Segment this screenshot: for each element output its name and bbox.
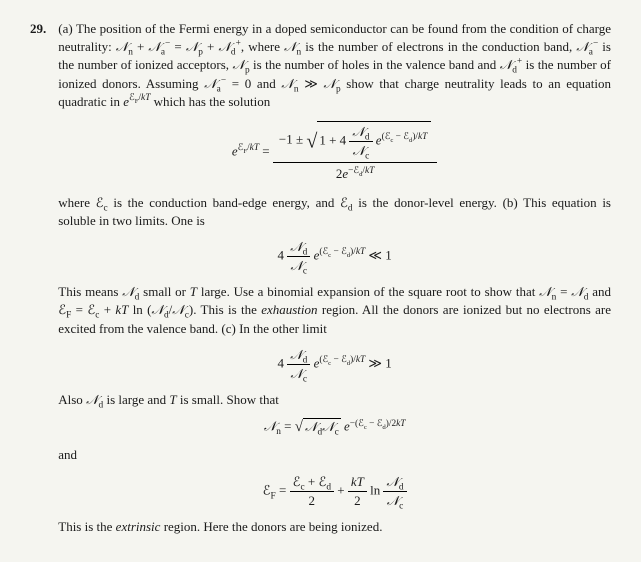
problem-number: 29. (30, 20, 46, 540)
part-b-text: This means 𝒩d small or T large. Use a bi… (58, 283, 611, 338)
eq5-frac1: ℰc + ℰd2 (290, 473, 334, 510)
eq1-lhs-base: e (232, 143, 238, 158)
eq2-tail: ≪ 1 (365, 248, 392, 263)
eq1-sqrt-exp: (ℰc − ℰd)/kT (382, 132, 428, 142)
eq1-sqrt: √1 + 4 𝒩d𝒩c e(ℰc − ℰd)/kT (306, 121, 431, 160)
eq3-exp: (ℰc − ℰd)/kT (319, 355, 365, 365)
part-a-text: (a) The position of the Fermi energy in … (58, 20, 611, 111)
part-c-text1: Also 𝒩d is large and T is small. Show th… (58, 391, 611, 409)
eq1-lhs-exp: ℰF/kT (238, 143, 259, 153)
problem-container: 29. (a) The position of the Fermi energy… (30, 20, 611, 540)
eq5-ln: ln (367, 482, 384, 497)
eq1-den-exp: −ℰd/kT (348, 166, 374, 176)
part-c-text2: This is the extrinsic region. Here the d… (58, 518, 611, 536)
eq1-sqrt-exp-base: e (376, 133, 382, 148)
eq2-exp: (ℰc − ℰd)/kT (319, 247, 365, 257)
eq3-pre: 4 (277, 355, 284, 370)
eq5-plus: + (334, 482, 348, 497)
eq5-frac3: 𝒩d𝒩c (383, 473, 406, 510)
eq1-equals: = (262, 143, 273, 158)
equation-1: eℰF/kT = −1 ± √1 + 4 𝒩d𝒩c e(ℰc − ℰd)/kT … (58, 119, 611, 186)
eq1-den-pre: 2e (336, 166, 348, 181)
eq1-main-fraction: −1 ± √1 + 4 𝒩d𝒩c e(ℰc − ℰd)/kT 2e−ℰd/kT (273, 119, 438, 186)
problem-body: (a) The position of the Fermi energy in … (58, 20, 611, 540)
eq3-tail: ≫ 1 (365, 355, 392, 370)
and-text: and (58, 446, 611, 464)
eq1-inner-frac: 𝒩d𝒩c (349, 123, 372, 160)
equation-5: ℰF = ℰc + ℰd2 + kT2 ln 𝒩d𝒩c (58, 473, 611, 510)
eq4-exp-base: e (344, 419, 350, 434)
eq3-frac: 𝒩d𝒩c (287, 346, 310, 383)
eq4-sqrt: √𝒩d𝒩c (295, 417, 341, 438)
part-a-after-text: where ℰc is the conduction band-edge ene… (58, 194, 611, 230)
equation-4: 𝒩n = √𝒩d𝒩c e−(ℰc − ℰd)/2kT (58, 417, 611, 438)
eq2-pre: 4 (277, 248, 284, 263)
eq1-num-prefix: −1 ± (279, 132, 306, 147)
eq1-sqrt-pre: 1 + 4 (319, 133, 346, 148)
eq4-exp: −(ℰc − ℰd)/2kT (350, 419, 406, 429)
eq5-frac2: kT2 (348, 473, 367, 510)
equation-3: 4 𝒩d𝒩c e(ℰc − ℰd)/kT ≫ 1 (58, 346, 611, 383)
eq2-frac: 𝒩d𝒩c (287, 238, 310, 275)
equation-2: 4 𝒩d𝒩c e(ℰc − ℰd)/kT ≪ 1 (58, 238, 611, 275)
